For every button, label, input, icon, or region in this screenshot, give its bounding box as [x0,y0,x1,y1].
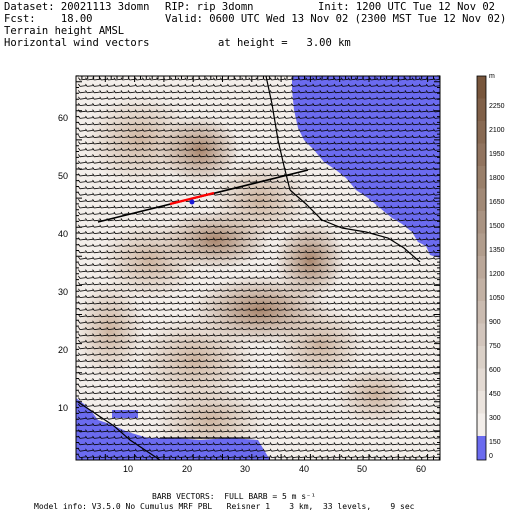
color-bar-label: 2100 [489,127,505,134]
field1-label: Terrain height AMSL [4,25,125,37]
x-tick-label: 30 [240,464,250,474]
rip-label: RIP: rip 3domn [165,1,254,13]
barb-legend: BARB VECTORS: FULL BARB = 5 m s⁻¹ [152,492,316,501]
axis-ticks [75,75,440,461]
y-tick-label: 60 [58,113,68,123]
y-tick-label: 40 [58,229,68,239]
color-bar-label: 900 [489,319,501,326]
color-bar-label: 1650 [489,199,505,206]
color-bar-frame [476,75,487,461]
color-bar-label: 1950 [489,151,505,158]
y-tick-label: 30 [58,287,68,297]
x-tick-label: 20 [182,464,192,474]
x-tick-label: 50 [357,464,367,474]
color-bar [477,76,486,460]
color-bar-label: 150 [489,439,501,446]
color-bar-label: 1350 [489,247,505,254]
color-bar-label: 0 [489,453,493,460]
color-bar-label: 1800 [489,175,505,182]
color-bar-label: 750 [489,343,501,350]
wind-barbs [78,77,440,458]
color-bar-label: 1200 [489,271,505,278]
height-label: at height = 3.00 km [218,37,351,49]
dataset-label: Dataset: 20021113 3domn [4,1,150,13]
y-tick-label: 10 [58,403,68,413]
color-bar-label: 300 [489,415,501,422]
x-tick-label: 40 [299,464,309,474]
y-tick-label: 20 [58,345,68,355]
x-tick-label: 60 [416,464,426,474]
location-marker [189,199,195,205]
color-bar-label: 600 [489,367,501,374]
color-bar-unit: m [489,73,495,80]
model-info: Model info: V3.5.0 No Cumulus MRF PBL Re… [34,502,415,511]
water-ne [292,76,440,258]
x-tick-label: 10 [123,464,133,474]
y-tick-label: 50 [58,171,68,181]
color-bar-label: 2250 [489,103,505,110]
water-islets [404,212,420,232]
water-sw-patches [112,410,208,460]
color-bar-label: 1500 [489,223,505,230]
cross-section-highlight [169,191,215,206]
init-label: Init: 1200 UTC Tue 12 Nov 02 [318,1,496,13]
fcst-label: Fcst: 18.00 [4,13,93,25]
boundary-lines [77,76,421,460]
field2-label: Horizontal wind vectors [4,37,150,49]
color-bar-label: 1050 [489,295,505,302]
valid-label: Valid: 0600 UTC Wed 13 Nov 02 (2300 MST … [165,13,507,25]
color-bar-label: 450 [489,391,501,398]
